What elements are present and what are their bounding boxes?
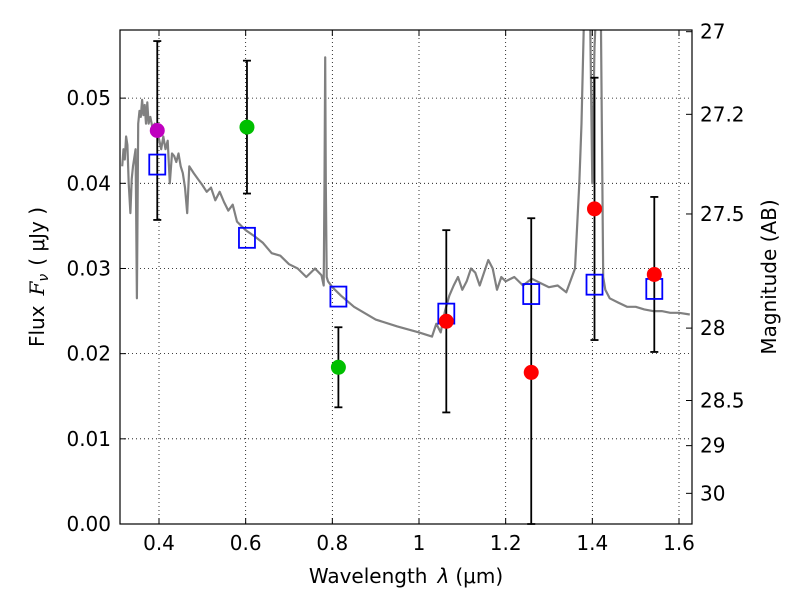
- observed-photometry-point: [587, 201, 602, 217]
- observed-photometry-point: [646, 266, 662, 282]
- y2-tick-label: 28.5: [700, 389, 745, 413]
- y-tick-label: 0.03: [66, 256, 111, 280]
- y-tick-label: 0.00: [66, 512, 111, 536]
- y-tick-labels: 0.00 0.01 0.02 0.03 0.04 0.05: [66, 86, 111, 536]
- y2-axis-label: Magnitude (AB): [757, 199, 781, 354]
- x-tick-labels: 0.4 0.6 0.8 1 1.2 1.4 1.6: [143, 531, 695, 555]
- y-axis-label: FluxFν( μJy ): [25, 207, 52, 347]
- observed-photometry-point: [330, 359, 346, 375]
- x-tick-label: 1: [413, 531, 426, 555]
- x-tick-label: 1.6: [663, 531, 695, 555]
- model-photometry-square: [148, 153, 167, 176]
- model-photometry-square: [238, 226, 256, 249]
- spectrum-line: [121, 30, 690, 338]
- x-axis-label: Wavelength λ (μm): [309, 564, 503, 588]
- y-tick-label: 0.05: [66, 86, 111, 110]
- x-tick-label: 1.2: [490, 531, 522, 555]
- x-tick-label: 0.6: [230, 531, 262, 555]
- y2-tick-labels: 27 27.2 27.5 28 28.5 29 30: [700, 20, 745, 506]
- y2-tick-label: 27: [700, 20, 725, 44]
- observed-photometry-point: [438, 313, 454, 329]
- spectrum-layer: [121, 30, 690, 338]
- plot-frame: [119, 29, 693, 525]
- observed-photometry-point: [149, 123, 165, 139]
- model-photometry-square: [585, 273, 604, 296]
- model-photometry-square: [522, 283, 541, 305]
- y2-tick-label: 28: [700, 316, 725, 340]
- y2-tick-label: 27.5: [700, 202, 745, 226]
- observed-photometry-layer: [149, 119, 662, 380]
- plot-area: [121, 30, 690, 525]
- observed-photometry-point: [523, 364, 539, 380]
- y2-tick-label: 27.2: [700, 102, 745, 126]
- y-tick-label: 0.01: [66, 427, 111, 451]
- y2-tick-label: 30: [700, 481, 725, 505]
- y-tick-label: 0.04: [66, 171, 111, 195]
- x-tick-label: 1.4: [576, 531, 608, 555]
- x-tick-label: 0.8: [316, 531, 348, 555]
- tick-marks: [120, 30, 692, 525]
- x-tick-label: 0.4: [143, 531, 175, 555]
- y2-tick-label: 29: [700, 434, 725, 458]
- y-tick-label: 0.02: [66, 342, 111, 366]
- observed-photometry-point: [239, 119, 255, 135]
- model-photometry-square: [329, 285, 348, 308]
